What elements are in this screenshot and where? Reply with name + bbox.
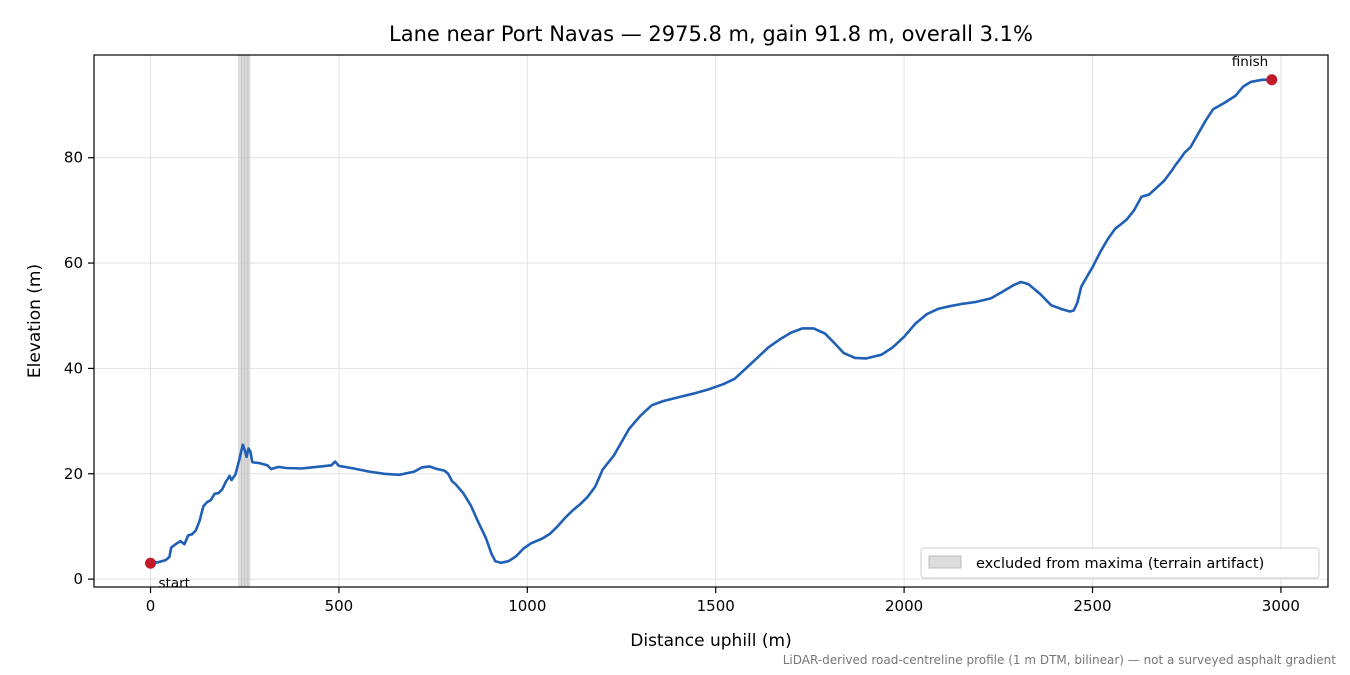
finish-label: finish [1232, 54, 1268, 70]
marker-layer: start finish [145, 54, 1278, 591]
x-axis-label: Distance uphill (m) [630, 631, 791, 651]
elevation-profile-line [150, 78, 1272, 565]
y-tick-label: 80 [64, 149, 83, 167]
legend: excluded from maxima (terrain artifact) [920, 547, 1320, 579]
y-tick-label: 60 [64, 254, 83, 272]
footnote: LiDAR-derived road-centreline profile (1… [783, 653, 1337, 667]
y-tick-label: 40 [64, 359, 83, 377]
x-tick-label: 2500 [1073, 597, 1111, 615]
chart-title: Lane near Port Navas — 2975.8 m, gain 91… [389, 22, 1033, 46]
start-marker [145, 557, 157, 569]
legend-box [920, 547, 1320, 579]
plot-frame [93, 54, 1329, 588]
legend-entry-label: excluded from maxima (terrain artifact) [976, 556, 1264, 572]
x-tick-label: 0 [146, 597, 156, 615]
finish-marker [1266, 74, 1278, 86]
x-tick-label: 1000 [508, 597, 546, 615]
legend-swatch [928, 555, 962, 569]
y-axis-label: Elevation (m) [25, 264, 45, 378]
x-tick-label: 3000 [1262, 597, 1300, 615]
axis-ticks: 0 500 1000 1500 2000 2500 3000 0 20 40 60 80 [64, 149, 1300, 615]
x-tick-label: 1500 [697, 597, 735, 615]
start-label: start [159, 575, 190, 591]
y-tick-label: 20 [64, 465, 83, 483]
x-tick-label: 2000 [885, 597, 923, 615]
grid-lines [94, 55, 1328, 587]
profile-line-layer [150, 78, 1272, 565]
y-tick-label: 0 [73, 570, 83, 588]
excluded-band-layer [237, 55, 251, 587]
x-tick-label: 500 [325, 597, 354, 615]
excluded-band [237, 55, 251, 587]
